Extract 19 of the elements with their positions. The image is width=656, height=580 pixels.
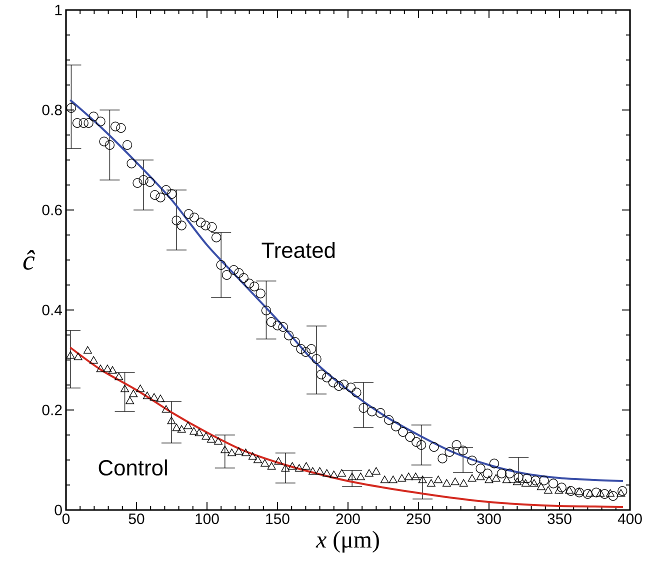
series-label: Treated <box>262 242 335 258</box>
y-tick-label: 0.8 <box>42 104 62 116</box>
x-tick-label: 400 <box>618 514 642 524</box>
x-tick-label: 50 <box>128 514 144 524</box>
x-tick-label: 0 <box>62 514 70 524</box>
y-axis-title: ĉ <box>23 250 36 270</box>
x-tick-label: 250 <box>406 514 430 524</box>
x-tick-label: 150 <box>266 514 290 524</box>
y-tick-label: 1 <box>55 4 62 16</box>
y-tick-label: 0.6 <box>42 204 62 216</box>
y-tick-label: 0 <box>54 504 62 516</box>
x-axis-title: x (μm) <box>316 530 379 553</box>
x-tick-label: 200 <box>336 514 360 524</box>
y-tick-label: 0.2 <box>42 404 62 416</box>
x-tick-label: 300 <box>477 514 501 524</box>
x-tick-label: 350 <box>548 514 572 524</box>
y-tick-label: 0.4 <box>42 304 62 316</box>
x-tick-label: 100 <box>196 514 219 524</box>
legend-label: Control <box>98 459 167 476</box>
